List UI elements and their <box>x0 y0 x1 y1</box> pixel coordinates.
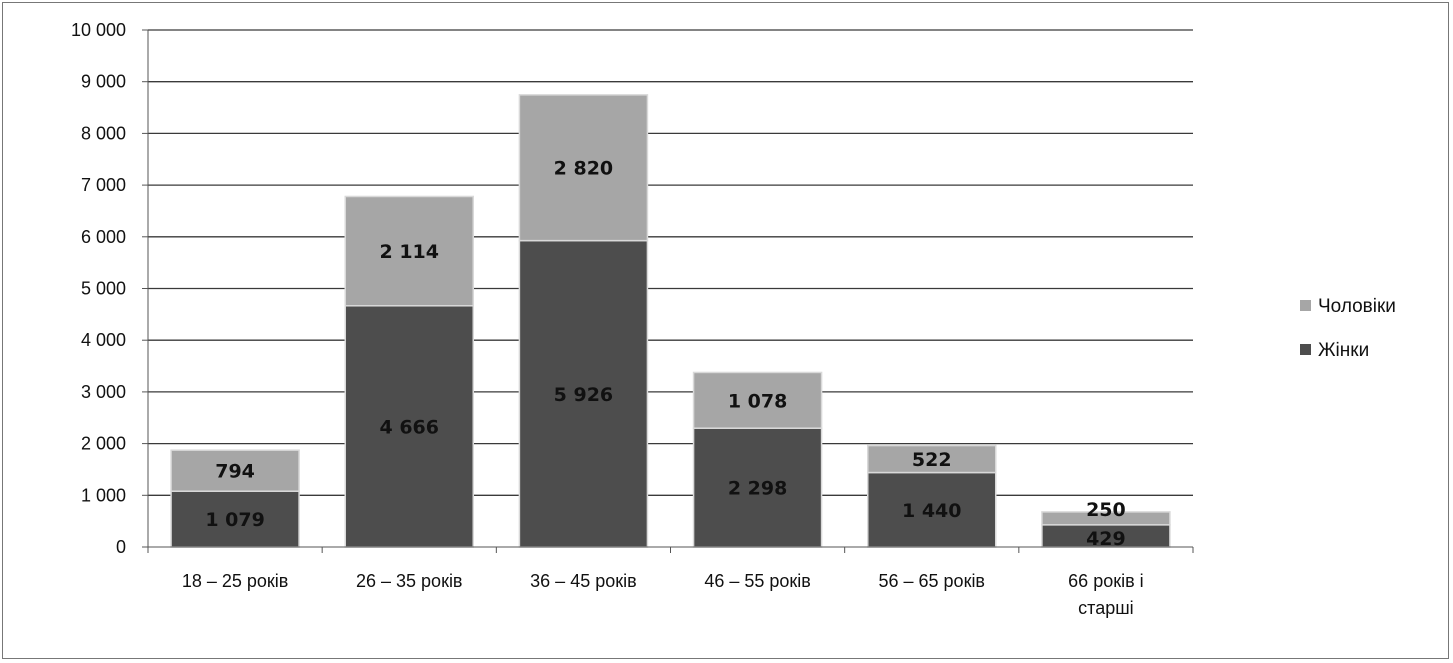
data-label: 5 926 <box>554 384 614 406</box>
data-label: 522 <box>912 449 952 471</box>
y-tick-label: 2 000 <box>81 434 126 454</box>
y-tick-label: 0 <box>116 537 126 557</box>
y-tick-label: 1 000 <box>81 485 126 505</box>
x-category-label: 26 – 35 років <box>356 571 463 591</box>
bar-segment-cholovik <box>518 94 649 242</box>
bar-segment-zhinky <box>518 239 649 548</box>
x-category-label: 66 років і <box>1068 571 1143 591</box>
data-labels: 1 079 794 4 666 2 114 5 926 2 820 2 298 1 078 1 … <box>205 158 1125 550</box>
bar-segment-zhinky <box>692 427 823 548</box>
y-tick-label: 4 000 <box>81 330 126 350</box>
bar-segment-cholovik <box>867 444 997 474</box>
y-tick-label: 6 000 <box>81 227 126 247</box>
x-category-label: 36 – 45 років <box>530 571 637 591</box>
x-category-label: старші <box>1078 598 1134 618</box>
legend-swatch <box>1300 344 1311 355</box>
data-label: 794 <box>215 461 255 483</box>
x-category-label: 46 – 55 років <box>704 571 811 591</box>
legend-label: Жінки <box>1318 340 1369 361</box>
data-label: 1 078 <box>728 390 788 412</box>
data-label: 2 114 <box>380 241 440 263</box>
bar-segment-zhinky <box>170 490 300 548</box>
data-label: 2 820 <box>554 158 614 180</box>
bar-segment-cholovik <box>692 371 823 429</box>
data-label: 1 079 <box>205 509 265 531</box>
y-tick-label: 7 000 <box>81 175 126 195</box>
axes <box>142 29 1194 553</box>
y-tick-label: 8 000 <box>81 123 126 143</box>
legend-swatch <box>1300 300 1311 311</box>
y-tick-label: 3 000 <box>81 382 126 402</box>
data-label: 4 666 <box>380 416 440 438</box>
x-category-label: 18 – 25 років <box>182 571 289 591</box>
x-category-label: 56 – 65 років <box>878 571 985 591</box>
data-label: 2 298 <box>728 478 788 500</box>
bars <box>170 94 1171 548</box>
y-axis-tick-labels: 0 1 000 2 000 3 000 4 000 5 000 6 000 7 000 8 00… <box>71 20 126 557</box>
x-axis-category-labels: 18 – 25 років 26 – 35 років 36 – 45 років 4… <box>182 571 1144 618</box>
bar-segment-zhinky <box>867 471 997 548</box>
bar-segment-zhinky <box>344 305 474 548</box>
data-label: 429 <box>1086 528 1126 550</box>
bar-segment-cholovik <box>344 195 474 307</box>
bar-segment-cholovik <box>1041 511 1171 526</box>
bar-segment-cholovik <box>170 449 300 492</box>
y-tick-label: 5 000 <box>81 279 126 299</box>
data-label: 1 440 <box>902 500 962 522</box>
y-tick-label: 10 000 <box>71 20 126 40</box>
legend-label: Чоловіки <box>1318 296 1396 317</box>
y-tick-label: 9 000 <box>81 72 126 92</box>
data-label: 250 <box>1086 499 1126 521</box>
legend: Чоловіки Жінки <box>1300 296 1396 361</box>
grid-lines <box>148 29 1193 496</box>
